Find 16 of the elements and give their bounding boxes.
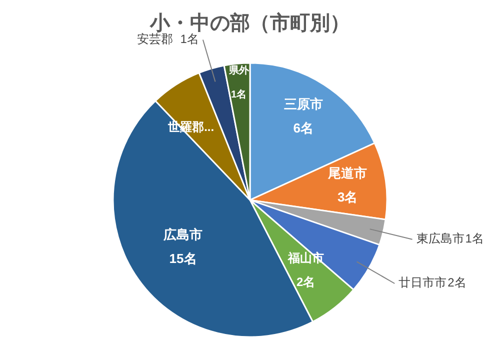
data-label: 2名: [448, 276, 466, 290]
data-label: 15名: [169, 251, 197, 266]
slice-label: 安芸郡: [136, 32, 173, 46]
slice-label: 三原市: [284, 96, 323, 112]
slice-label: 県外: [228, 64, 250, 76]
data-label: 3名: [338, 189, 358, 204]
chart-title: 小・中の部（市町別）: [149, 11, 350, 34]
data-label: 1名: [465, 232, 484, 246]
slice-label: 広島市: [162, 227, 203, 242]
data-label: 1名: [231, 88, 247, 100]
data-label: 1名: [180, 32, 199, 46]
slice-label: 廿日市市: [398, 276, 447, 290]
slice-label: 尾道市: [327, 165, 368, 180]
data-label: 6名: [293, 120, 314, 136]
slice-label: 東広島市: [416, 232, 464, 246]
data-label: 2名: [296, 275, 316, 290]
